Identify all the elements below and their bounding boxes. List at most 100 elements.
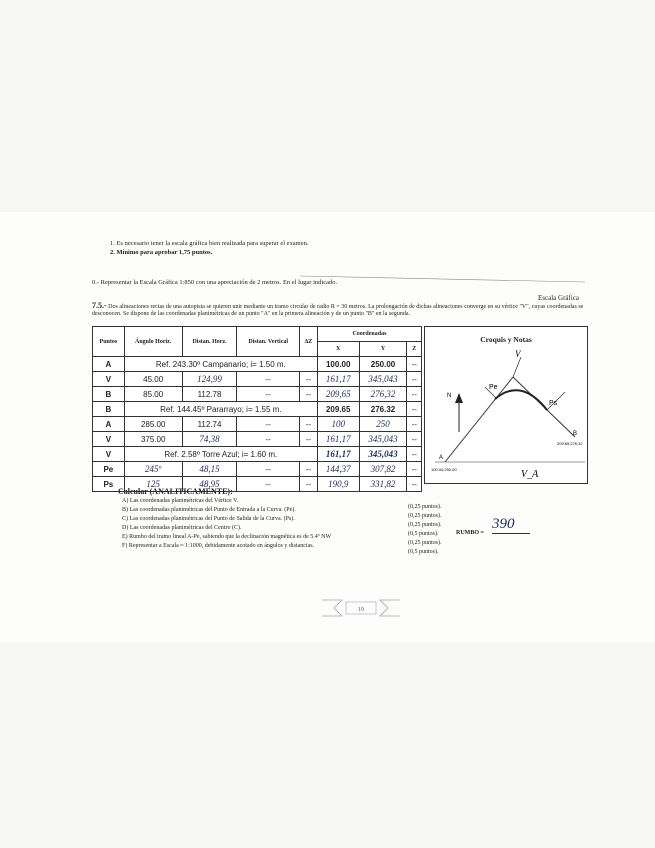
table-cell: 375.00 [123,431,183,447]
table-cell: 124,99 [181,371,238,387]
b-label: B [573,431,577,437]
table-cell: 285.00 [123,416,183,432]
table-cell: 144,37 [316,461,360,477]
scale-label: Escala Gráfica [538,294,579,302]
table-cell: 345,043 [358,446,408,462]
task-points: (0,5 puntos). [408,549,439,555]
table-row: B Ref. 144.45º Pararrayo; i= 1.55 m. 209.6… [92,401,422,417]
table-cell: -- [298,461,318,477]
table-cell: 245º [123,461,183,477]
table-cell: A [92,416,125,432]
alignment-1 [444,376,514,463]
table-cell: 250 [358,416,408,432]
table-cell: 190,9 [316,476,360,492]
table-row: A 285.00 112.74 -- -- 100 250 -- [92,416,422,432]
table-cell: 161,17 [316,371,360,387]
table-cell: Pe [92,461,125,477]
header: Coordenadas [316,326,423,342]
header: Puntos [92,326,125,357]
table-body: A Ref. 243.30º Campanario; i= 1.50 m. 100.… [92,356,422,492]
va-label: V_A [521,469,539,480]
task-list: A) Las coordenadas planimétricas del Vér… [122,497,331,551]
table-cell: 100.00 [316,356,360,372]
table-cell: V [92,371,125,387]
table-cell: 112.74 [181,416,238,432]
note: 1. Es necesario tener la escala gráfica … [110,240,309,247]
table-cell: Ref. 2.58º Torre Azul; i= 1.60 m. [123,446,318,462]
table-cell: -- [406,401,422,417]
header-row: X Y Z [93,341,422,357]
table-cell: 345,043 [358,431,408,447]
croquis: N V Pe Ps A B 100.00;250.00 209.65;276.3… [431,349,585,480]
page-number: 19 [358,607,364,613]
north-arrowhead [455,393,463,403]
header: Distan. Horz. [181,326,238,357]
table-cell: 74,38 [181,431,238,447]
task-points: (0,25 puntos). [408,540,442,546]
table-cell: -- [298,416,318,432]
tasks-title: Calcular (ANALITICAMENTE): [118,487,233,496]
table-cell: 45.00 [123,371,183,387]
table-cell: -- [406,386,422,402]
exercise-0: 0.- Representar la Escala Gráfica 1:850 … [92,279,338,286]
table-row: A Ref. 243.30º Campanario; i= 1.50 m. 100.… [92,356,422,372]
table-cell: -- [236,431,300,447]
table-cell: V [92,431,125,447]
north-label: N [447,393,451,399]
table-row: Pe 245º 48,15 -- -- 144,37 307,82 -- [92,461,422,477]
task-item: D) Las coordenadas planimétricas del Cen… [122,525,242,531]
note: 2. Mínimo para aprobar 1,75 puntos. [110,249,213,256]
header: Ángulo Horiz. [123,326,183,357]
header: Distan. Vertical [236,326,300,357]
task-points: (0,25 puntos). [408,513,442,519]
task-points: (0,25 puntos). [408,522,442,528]
table-cell: B [92,401,125,417]
rumbo-value: 390 [492,516,530,534]
table-cell: Ref. 243.30º Campanario; i= 1.50 m. [123,356,318,372]
table-cell: -- [406,431,422,447]
scale-line [299,275,586,283]
table-row: V Ref. 2.58º Torre Azul; i= 1.60 m. 161,17… [92,446,422,462]
table-cell: B [92,386,125,402]
table-cell: 48,15 [181,461,238,477]
points-list: (0,25 puntos). (0,25 puntos). (0,25 puntos… [408,503,442,557]
curve [494,389,548,411]
table-cell: 125 [123,476,183,492]
table-cell: -- [406,416,422,432]
table-cell: 112.78 [181,386,238,402]
header: ΔZ [298,326,318,357]
table-cell: 100 [316,416,360,432]
croquis-title: Croquis y Notas [480,335,532,344]
a-label: A [439,455,443,461]
exercise-body: Dos alineaciones rectas de una autopista… [92,304,584,317]
table-cell: 161,17 [316,446,360,462]
table-cell: 345,043 [358,371,408,387]
sketch-marks [484,356,566,411]
task-item: A) Las coordenadas planimétricas del Vér… [122,498,239,504]
table-cell: 276.32 [358,401,408,417]
table-cell: -- [406,476,422,492]
table-row: V 45.00 124,99 -- -- 161,17 345,043 -- [92,371,422,387]
table-cell: -- [298,476,318,492]
table-cell: -- [298,371,318,387]
table-cell: -- [236,386,300,402]
exercise-text: 7.5.- Dos alineaciones rectas de una aut… [92,302,587,318]
table-row: B 85.00 112.78 -- -- 209,65 276,32 -- [92,386,422,402]
croquis-box: Croquis y Notas N V Pe Ps A B 100.00;250… [424,326,588,484]
table-cell: 85.00 [123,386,183,402]
header: X [316,341,360,357]
table-cell: -- [406,356,422,372]
table-cell: Ps [92,476,125,492]
footer-ornament: 19 [322,599,400,617]
table-cell: -- [236,416,300,432]
table-cell: 331,82 [358,476,408,492]
data-table: Puntos Ángulo Horiz. Distan. Horz. Dista… [92,326,423,492]
pe-label: Pe [489,384,498,391]
table-cell: V [92,446,125,462]
exercise-number: 7.5.- [92,301,107,310]
table-row: Ps 125 48,95 -- -- 190,9 331,82 -- [92,476,422,492]
table-cell: 161,17 [316,431,360,447]
task-item: C) Las coordenadas planimétricas del Pun… [122,516,295,522]
